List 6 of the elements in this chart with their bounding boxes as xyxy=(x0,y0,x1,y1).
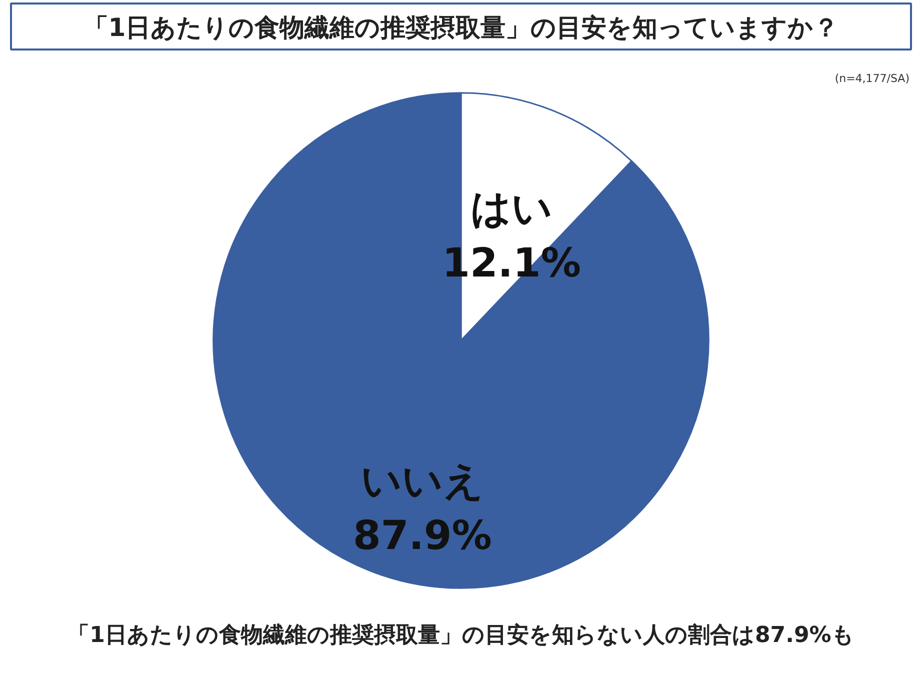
chart-title: 「1日あたりの食物繊維の推奨摂取量」の目安を知っていますか？ xyxy=(83,13,839,42)
text: (n=4,177/SA) xyxy=(834,72,910,85)
slice-label: はい xyxy=(470,186,553,232)
slice-label: いいえ xyxy=(360,458,484,505)
text: 「1日あたりの食物繊維の推奨摂取量」の目安を知らない人の割合は87.9%も xyxy=(68,622,854,648)
data-label: 87.9% xyxy=(353,513,492,560)
